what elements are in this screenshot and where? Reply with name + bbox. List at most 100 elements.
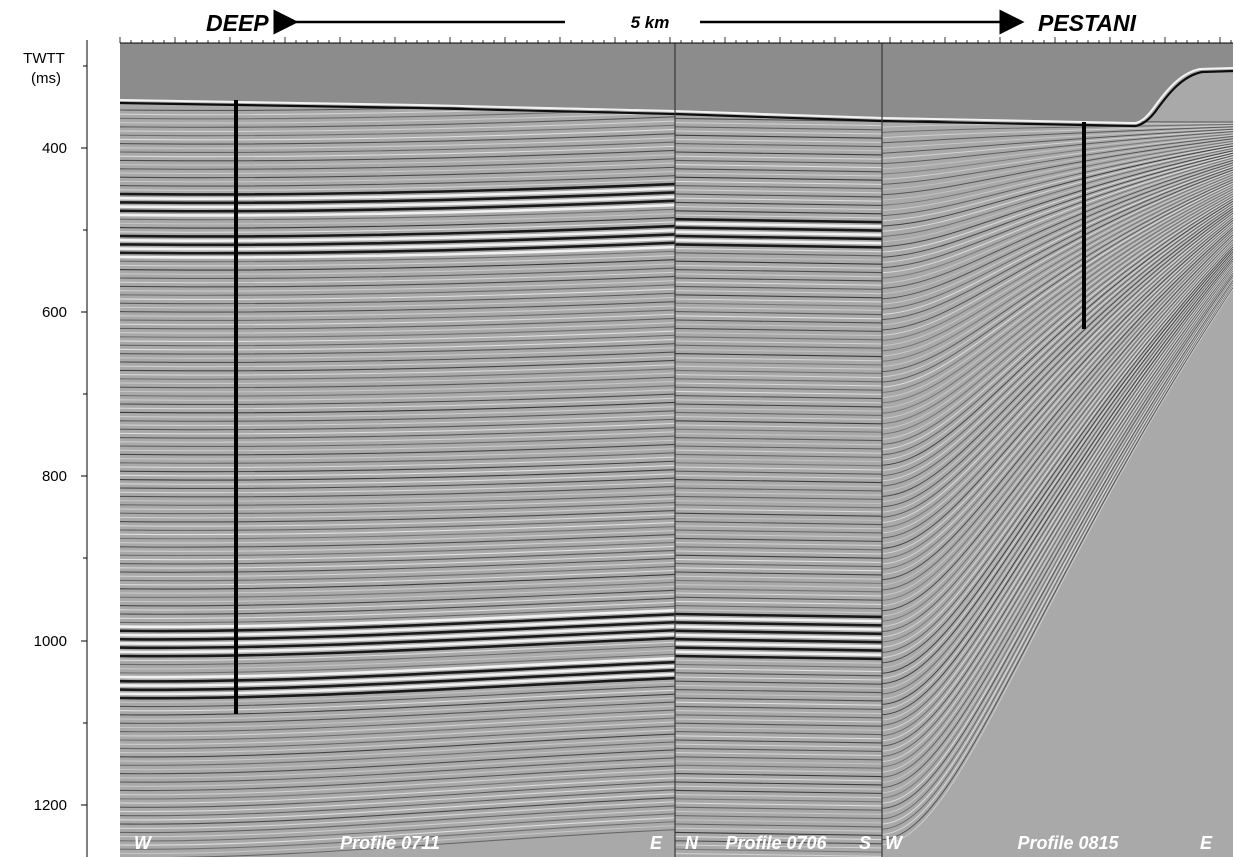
reflector (882, 162, 1233, 300)
reflector (120, 317, 675, 330)
reflector (120, 385, 675, 397)
reflector (120, 162, 675, 174)
reflector (882, 188, 1233, 414)
reflector (882, 247, 1233, 669)
reflector (675, 521, 882, 526)
reflector (882, 262, 1233, 731)
reflector (120, 809, 675, 838)
reflector (882, 264, 1233, 742)
reflector (882, 275, 1233, 789)
reflector (675, 592, 882, 597)
reflector (675, 185, 882, 190)
reflector (882, 201, 1233, 471)
reflector (675, 189, 882, 194)
reflector (120, 452, 675, 464)
reflector (120, 805, 675, 834)
reflector (120, 241, 675, 255)
reflector (120, 620, 675, 641)
reflector (120, 717, 675, 741)
reflector (882, 229, 1233, 591)
reflector (675, 714, 882, 719)
reflector (675, 760, 882, 765)
reflector (675, 567, 882, 572)
reflector (882, 143, 1233, 217)
reflector (120, 120, 675, 132)
reflector (882, 171, 1233, 341)
reflector (120, 443, 675, 456)
reflector (675, 710, 882, 715)
reflector (675, 663, 882, 668)
reflector (675, 726, 882, 731)
reflector (675, 768, 882, 773)
reflector (882, 134, 1233, 180)
reflector (882, 137, 1233, 191)
reflector (120, 221, 675, 233)
reflector (120, 545, 675, 561)
reflector (120, 521, 675, 536)
reflector (882, 223, 1233, 565)
reflector (120, 359, 675, 372)
reflector (675, 411, 882, 416)
reflector (675, 612, 882, 619)
reflector (120, 681, 675, 703)
reflector (120, 431, 675, 443)
reflector (882, 195, 1233, 445)
reflector (120, 645, 675, 666)
reflector (882, 176, 1233, 362)
reflector (675, 554, 882, 559)
reflector (120, 693, 675, 716)
reflector (675, 466, 882, 471)
reflector (882, 170, 1233, 336)
reflector (120, 418, 675, 431)
reflector (120, 292, 675, 305)
reflector (120, 410, 675, 422)
reflector (882, 230, 1233, 596)
reflector (675, 798, 882, 803)
reflector (120, 355, 675, 368)
reflector (120, 195, 675, 209)
reflector (882, 133, 1233, 175)
reflector (675, 234, 882, 241)
reflector (882, 191, 1233, 425)
reflector (675, 315, 882, 320)
reflector (882, 216, 1233, 534)
reflector (675, 365, 882, 370)
reflector (120, 393, 675, 405)
reflector (120, 676, 675, 700)
reflector (675, 248, 882, 253)
reflector (120, 158, 675, 170)
reflector (675, 529, 882, 534)
reflector (675, 264, 882, 269)
reflector (882, 164, 1233, 310)
reflector (882, 222, 1233, 560)
reflector (120, 781, 675, 808)
reflector (120, 705, 675, 729)
reflector (675, 512, 882, 517)
reflector (675, 508, 882, 513)
reflector (675, 777, 882, 782)
reflector (120, 128, 675, 141)
reflector (675, 743, 882, 748)
reflector (675, 588, 882, 593)
reflector (882, 259, 1233, 721)
reflector (675, 403, 882, 408)
reflector (882, 131, 1233, 165)
reflector (882, 155, 1233, 269)
reflector (675, 629, 882, 636)
reflector (675, 495, 882, 500)
reflector (675, 122, 882, 127)
reflector (120, 427, 675, 439)
reflector (120, 497, 675, 510)
reflector (675, 252, 882, 257)
reflector (882, 240, 1233, 638)
reflector (120, 569, 675, 586)
reflector (882, 207, 1233, 497)
reflector (120, 170, 675, 183)
reflector (120, 632, 675, 654)
reflector (675, 756, 882, 761)
reflector (675, 848, 882, 853)
reflector (120, 533, 675, 548)
reflector (675, 374, 882, 379)
reflector (675, 546, 882, 551)
